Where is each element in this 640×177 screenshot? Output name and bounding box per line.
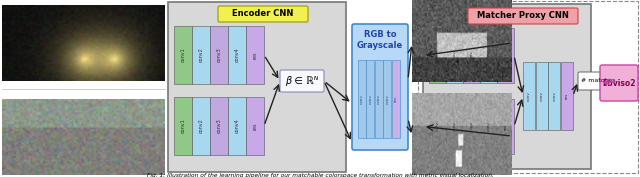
Bar xyxy=(210,26,227,84)
Text: Encoder CNN: Encoder CNN xyxy=(232,10,294,19)
Text: RGB to
Grayscale: RGB to Grayscale xyxy=(357,30,403,50)
Text: conv: conv xyxy=(527,91,531,101)
Text: res: res xyxy=(504,123,508,130)
Bar xyxy=(429,99,445,154)
Bar xyxy=(392,60,400,138)
Text: conv3: conv3 xyxy=(216,48,221,62)
FancyBboxPatch shape xyxy=(218,6,308,22)
Text: conv: conv xyxy=(452,51,456,60)
Bar xyxy=(446,28,463,83)
Bar xyxy=(536,62,547,130)
Text: res: res xyxy=(253,122,257,130)
Text: conv: conv xyxy=(369,94,372,104)
Bar xyxy=(497,28,514,83)
Text: libviso2: libviso2 xyxy=(602,79,636,87)
FancyBboxPatch shape xyxy=(280,70,324,92)
Text: conv: conv xyxy=(385,94,389,104)
Text: conv: conv xyxy=(360,94,364,104)
Bar xyxy=(228,97,246,155)
Bar xyxy=(210,97,227,155)
Text: conv: conv xyxy=(452,122,456,132)
FancyBboxPatch shape xyxy=(578,72,618,90)
Bar xyxy=(366,60,374,138)
Text: conv2: conv2 xyxy=(198,119,204,133)
Bar xyxy=(246,97,264,155)
Bar xyxy=(246,26,264,84)
Text: conv4: conv4 xyxy=(234,119,239,133)
Bar xyxy=(174,26,191,84)
Bar xyxy=(497,99,514,154)
Text: res: res xyxy=(504,52,508,59)
Text: Fig. 1: Illustration of the learning pipeline for our matchable colorspace trans: Fig. 1: Illustration of the learning pip… xyxy=(147,173,493,177)
Text: conv: conv xyxy=(470,122,474,132)
Bar xyxy=(463,99,479,154)
Bar xyxy=(375,60,383,138)
Text: conv: conv xyxy=(435,51,440,60)
Text: conv4: conv4 xyxy=(234,48,239,62)
Bar xyxy=(480,99,497,154)
Bar xyxy=(383,60,391,138)
Bar xyxy=(463,28,479,83)
Text: conv: conv xyxy=(486,122,490,132)
Text: β ∈ ℝᴺ: β ∈ ℝᴺ xyxy=(285,76,319,86)
FancyBboxPatch shape xyxy=(600,65,638,101)
Bar xyxy=(174,97,191,155)
Text: conv: conv xyxy=(377,94,381,104)
Text: conv: conv xyxy=(540,91,544,101)
Text: res: res xyxy=(564,93,569,99)
Text: res: res xyxy=(394,96,398,102)
Text: Matcher Proxy CNN: Matcher Proxy CNN xyxy=(477,12,569,21)
Bar xyxy=(446,99,463,154)
Bar xyxy=(548,62,560,130)
Bar xyxy=(358,60,366,138)
Text: conv: conv xyxy=(486,51,490,60)
Bar xyxy=(418,1,638,173)
Text: conv1: conv1 xyxy=(180,119,186,133)
Text: # matches: # matches xyxy=(581,79,615,84)
Text: conv2: conv2 xyxy=(198,48,204,62)
Text: conv3: conv3 xyxy=(216,119,221,133)
Text: conv: conv xyxy=(435,122,440,132)
Text: conv: conv xyxy=(552,91,556,101)
Bar xyxy=(429,28,445,83)
Text: conv1: conv1 xyxy=(180,48,186,62)
Bar xyxy=(523,62,535,130)
Bar xyxy=(561,62,573,130)
FancyBboxPatch shape xyxy=(352,24,408,150)
Bar xyxy=(168,2,346,172)
Bar xyxy=(192,97,209,155)
Text: res: res xyxy=(253,51,257,59)
Text: conv: conv xyxy=(470,51,474,60)
Bar xyxy=(480,28,497,83)
FancyBboxPatch shape xyxy=(468,8,578,24)
Bar xyxy=(192,26,209,84)
Bar xyxy=(423,4,591,169)
Bar xyxy=(228,26,246,84)
